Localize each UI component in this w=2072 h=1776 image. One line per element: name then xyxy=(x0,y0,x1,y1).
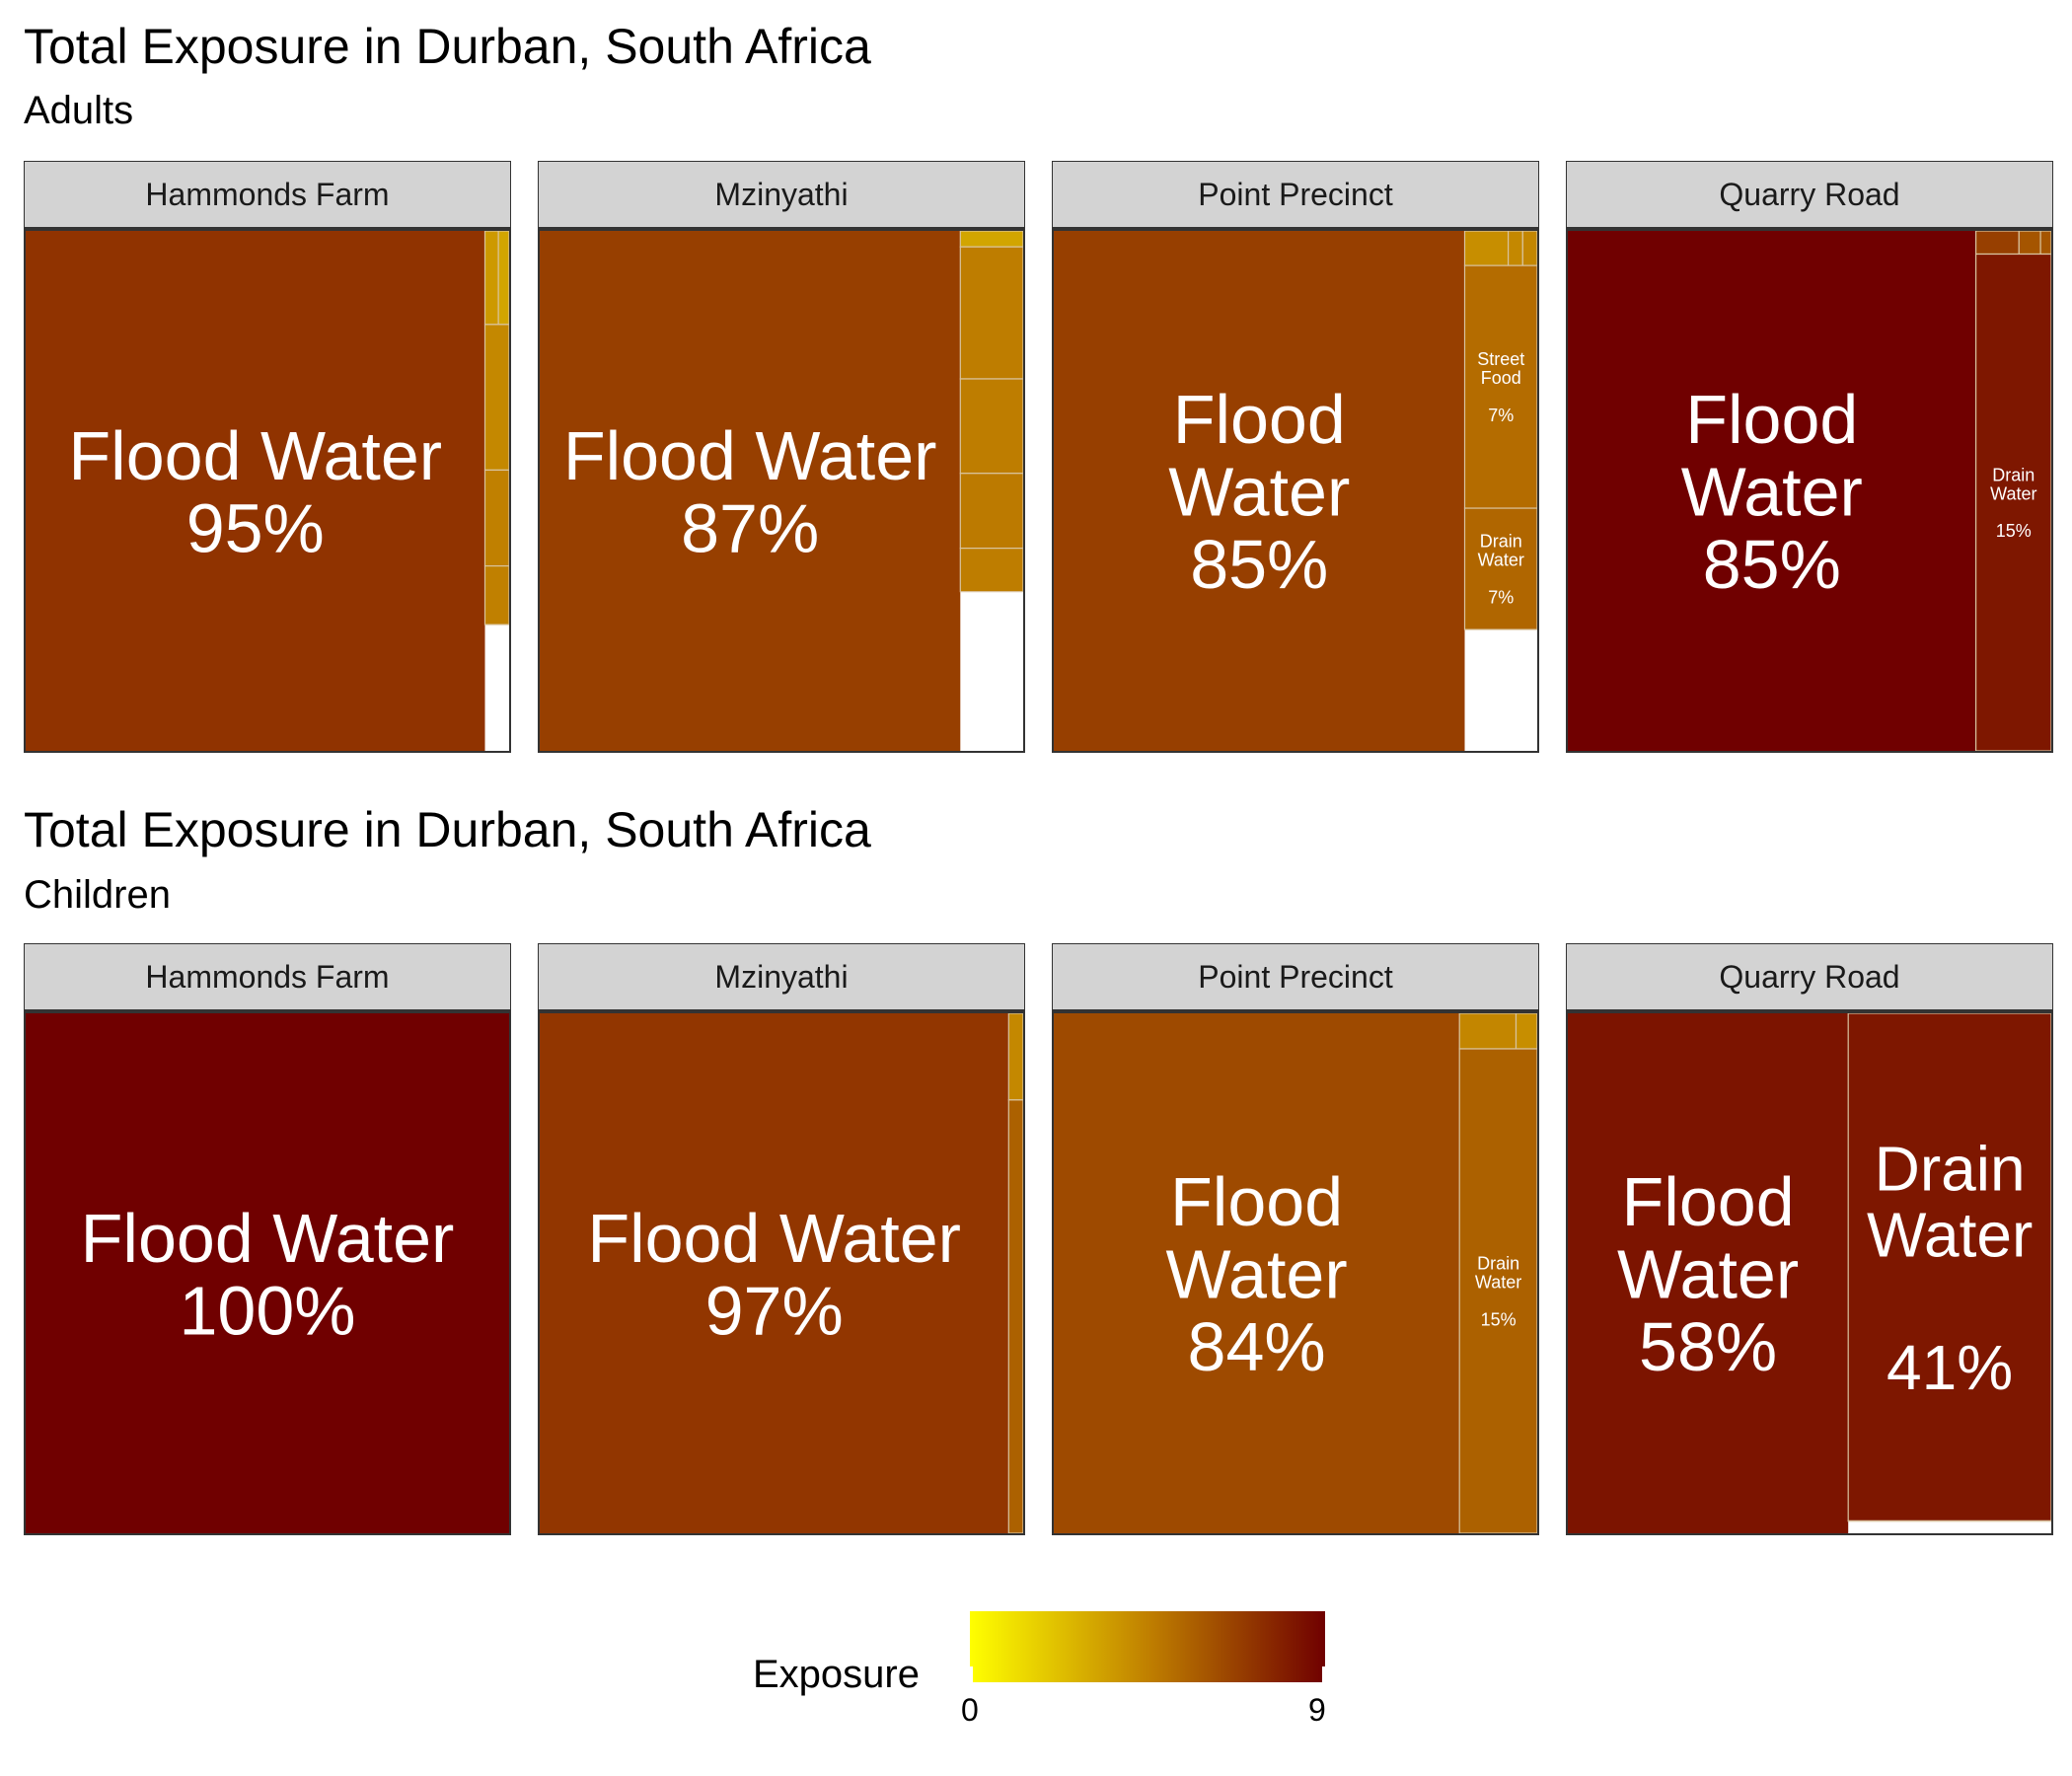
treemap-tile-street-food xyxy=(1463,264,1537,509)
chart-title-adults: Total Exposure in Durban, South Africa xyxy=(24,19,871,74)
treemap-tile-minor-4 xyxy=(483,469,509,567)
tile-label-flood-water: Flood Water 95% xyxy=(68,417,442,567)
panel-adults-mzinyathi: Mzinyathi Flood Water 87% xyxy=(538,161,1027,753)
treemap-area: Flood Water 95% xyxy=(24,228,511,753)
treemap-tile-minor-1 xyxy=(1975,231,2020,256)
facet-strip-label: Hammonds Farm xyxy=(24,161,511,228)
treemap-tile-drain-water xyxy=(1458,1048,1537,1533)
panel-children-hammonds-farm: Hammonds Farm Flood Water 100% xyxy=(24,943,513,1535)
panel-children-point-precinct: Point Precinct Flood Water 84% Drain Water 15% xyxy=(1052,943,1541,1535)
treemap-tile-drain-water xyxy=(1463,507,1537,630)
tile-label-flood-water: Flood Water 84% xyxy=(1166,1163,1348,1385)
tile-label-flood-water: Flood Water 85% xyxy=(1681,381,1863,603)
facet-strip-label: Mzinyathi xyxy=(538,943,1025,1010)
tile-label-drain-water: Drain Water 7% xyxy=(1478,532,1524,608)
panel-adults-quarry-road: Quarry Road Flood Water 85% Drain Water 15% xyxy=(1566,161,2055,753)
treemap-tile-flood-water xyxy=(1054,1013,1460,1533)
legend-colorbar xyxy=(970,1611,1325,1682)
treemap-area: Flood Water 85% Drain Water 15% xyxy=(1566,228,2053,753)
treemap-tile-flood-water xyxy=(540,231,961,751)
legend-title: Exposure xyxy=(753,1653,920,1696)
treemap-tile-minor-2 xyxy=(959,246,1023,380)
treemap-svg: Flood Water 85% Drain Water 15% xyxy=(1568,231,2051,751)
treemap-tile-minor-2 xyxy=(497,231,509,326)
panel-children-mzinyathi: Mzinyathi Flood Water 97% xyxy=(538,943,1027,1535)
panel-adults-hammonds-farm: Hammonds Farm Flood Water 95% xyxy=(24,161,513,753)
treemap-tile-minor-1 xyxy=(1463,231,1510,266)
treemap-tile-minor-2 xyxy=(1515,1013,1537,1050)
treemap-svg: Flood Water 85% Street Food 7% Drain Water 7% xyxy=(1054,231,1537,751)
legend-tick-max-mark xyxy=(1322,1666,1325,1682)
treemap-tile-flood-water xyxy=(540,1013,1009,1533)
treemap-tile-minor-2 xyxy=(1007,1099,1023,1533)
treemap-tile-minor-1 xyxy=(1458,1013,1517,1050)
treemap-tile-minor-3 xyxy=(483,324,509,472)
treemap-svg: Flood Water 84% Drain Water 15% xyxy=(1054,1013,1537,1533)
treemap-tile-minor-4 xyxy=(959,473,1023,550)
treemap-svg: Flood Water 100% xyxy=(26,1013,509,1533)
treemap-tile-minor-3 xyxy=(959,378,1023,475)
chart-title-children: Total Exposure in Durban, South Africa xyxy=(24,802,871,857)
treemap-area: Flood Water 100% xyxy=(24,1010,511,1535)
tile-label-street-food: Street Food 7% xyxy=(1477,349,1524,425)
treemap-tile-minor-1 xyxy=(1007,1013,1023,1101)
treemap-tile-flood-water xyxy=(26,231,485,751)
treemap-svg: Flood Water 95% xyxy=(26,231,509,751)
facet-strip-label: Quarry Road xyxy=(1566,161,2053,228)
facet-strip-label: Hammonds Farm xyxy=(24,943,511,1010)
legend-tick-max: 9 xyxy=(1308,1692,1326,1728)
treemap-tile-flood-water xyxy=(1568,1013,1849,1533)
facet-strip-label: Mzinyathi xyxy=(538,161,1025,228)
chart-subtitle-children: Children xyxy=(24,873,171,917)
treemap-area: Flood Water 84% Drain Water 15% xyxy=(1052,1010,1539,1535)
chart-subtitle-adults: Adults xyxy=(24,89,134,132)
treemap-tile-minor-5 xyxy=(959,548,1023,593)
treemap-area: Flood Water 97% xyxy=(538,1010,1025,1535)
tile-label-drain-water: Drain Water 15% xyxy=(1475,1254,1521,1330)
panel-adults-point-precinct: Point Precinct Flood Water 85% Street Food 7% D… xyxy=(1052,161,1541,753)
treemap-tile-flood-water xyxy=(26,1013,509,1533)
facet-strip-label: Point Precinct xyxy=(1052,943,1539,1010)
treemap-tile-minor-3 xyxy=(1521,231,1537,266)
tile-label-flood-water: Flood Water 87% xyxy=(563,417,937,567)
facet-strip-label: Quarry Road xyxy=(1566,943,2053,1010)
treemap-area: Flood Water 58% Drain Water 41% xyxy=(1566,1010,2053,1535)
legend-tick-min: 0 xyxy=(961,1692,979,1728)
tile-label-flood-water: Flood Water 85% xyxy=(1168,381,1350,603)
legend-tick-min-mark xyxy=(970,1666,973,1682)
treemap-tile-flood-water xyxy=(1568,231,1976,751)
tile-label-flood-water: Flood Water 58% xyxy=(1617,1163,1799,1385)
treemap-tile-minor-5 xyxy=(483,564,509,626)
treemap-tile-flood-water xyxy=(1054,231,1465,751)
treemap-area: Flood Water 87% xyxy=(538,228,1025,753)
treemap-tile-drain-water xyxy=(1847,1013,2051,1522)
treemap-tile-minor-2 xyxy=(2018,231,2041,256)
treemap-tile-minor-1 xyxy=(959,231,1023,248)
tile-label-flood-water: Flood Water 100% xyxy=(81,1200,455,1350)
treemap-tile-minor-3 xyxy=(2039,231,2051,256)
treemap-svg: Flood Water 58% Drain Water 41% xyxy=(1568,1013,2051,1533)
treemap-area: Flood Water 85% Street Food 7% Drain Water 7% xyxy=(1052,228,1539,753)
facet-strip-label: Point Precinct xyxy=(1052,161,1539,228)
legend-gradient xyxy=(970,1611,1325,1682)
panel-children-quarry-road: Quarry Road Flood Water 58% Drain Water 41% xyxy=(1566,943,2055,1535)
treemap-tile-minor-1 xyxy=(483,231,499,326)
tile-label-drain-water: Drain Water 15% xyxy=(1990,465,2036,541)
tile-label-drain-water: Drain Water 41% xyxy=(1867,1133,2033,1403)
treemap-svg: Flood Water 87% xyxy=(540,231,1023,751)
treemap-tile-minor-2 xyxy=(1508,231,1523,266)
tile-label-flood-water: Flood Water 97% xyxy=(587,1200,961,1350)
treemap-svg: Flood Water 97% xyxy=(540,1013,1023,1533)
